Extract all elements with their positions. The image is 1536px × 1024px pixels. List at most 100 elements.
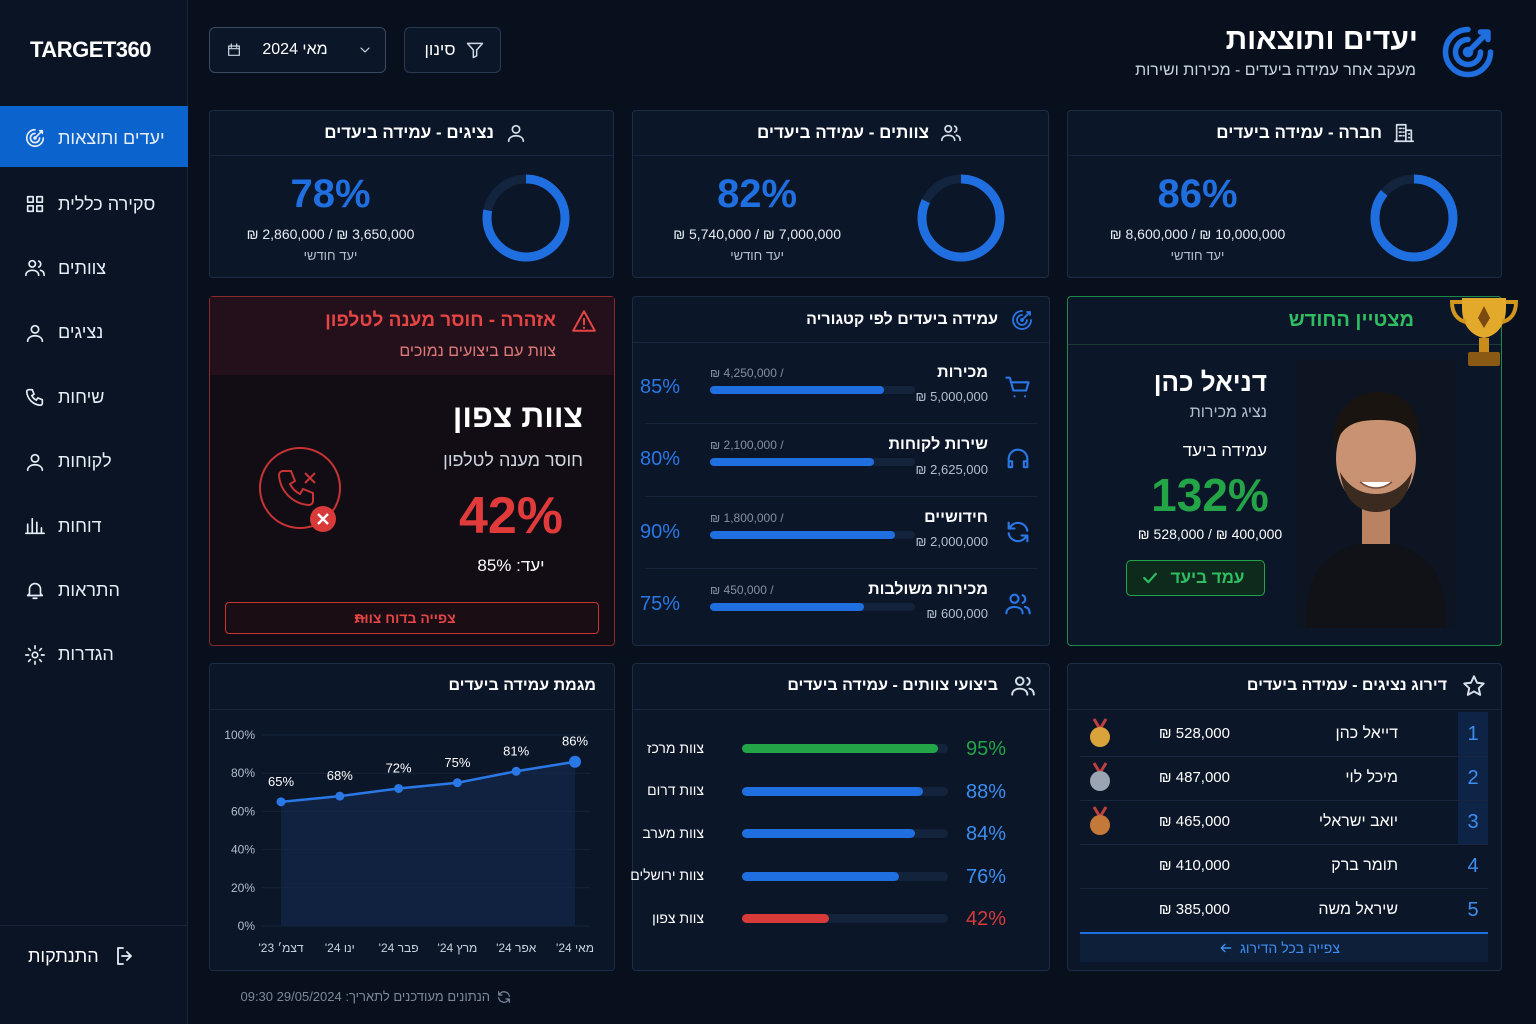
divider <box>1080 756 1488 757</box>
rank-number: 4 <box>1467 855 1479 877</box>
icon-badge-x <box>317 513 329 525</box>
divider <box>1068 709 1501 710</box>
icon <box>1007 521 1029 542</box>
rank-number: 3 <box>1467 811 1479 833</box>
team-name: צוות מרכז <box>646 739 704 756</box>
icon <box>941 124 961 142</box>
employee-photo <box>1296 360 1456 628</box>
nav-item[interactable]: צוותים <box>58 257 107 278</box>
team-percent: 88% <box>966 780 1007 803</box>
alert-header <box>210 297 614 375</box>
icon-shape <box>1442 26 1494 78</box>
date-dropdown[interactable] <box>209 27 386 73</box>
team-name: צוות ירושלים <box>630 867 704 884</box>
star-badge <box>1126 560 1265 596</box>
icon <box>572 310 596 332</box>
rank-highlight <box>1458 712 1488 756</box>
trophy-base <box>1468 352 1500 366</box>
kpi-title: חברה - עמידה ביעדים <box>1216 123 1382 143</box>
x-tick-label: פבר 24' <box>379 941 419 955</box>
donut-arc <box>1370 174 1458 262</box>
icon <box>25 644 45 665</box>
nav-item[interactable]: נציגים <box>58 322 104 343</box>
kpi-percent: 86% <box>1157 172 1238 216</box>
category-title: עמידה ביעדים לפי קטגוריה <box>806 311 998 328</box>
icon <box>25 389 44 407</box>
category-target: ₪ 5,000,000 <box>915 389 988 405</box>
ranking-title: דירוג נציגים - עמידה ביעדים <box>1246 677 1447 694</box>
ranking-button[interactable] <box>1080 932 1488 962</box>
data-label: 75% <box>444 755 470 770</box>
star-percent: 132% <box>1151 468 1269 521</box>
kpi-donut <box>917 174 1005 262</box>
nav-item[interactable]: לקוחות <box>58 451 112 472</box>
nav-item[interactable]: דוחות <box>58 515 102 536</box>
nav-item[interactable]: יעדים ותוצאות <box>58 127 165 148</box>
photo-hair <box>1333 392 1419 450</box>
point <box>511 766 521 776</box>
alert-issue: חוסר מענה לטלפון <box>443 449 583 470</box>
progress-bar <box>710 602 864 611</box>
icon-shape <box>498 991 510 1003</box>
kpi-amounts: ₪ 2,860,000 / ₪ 3,650,000 <box>246 225 415 242</box>
icon-shape <box>25 128 45 148</box>
y-tick-label: 40% <box>231 843 255 857</box>
alert-button[interactable] <box>225 602 599 634</box>
divider <box>633 709 1049 710</box>
nav-item[interactable]: סקירה כללית <box>58 193 156 214</box>
update-note: הנתונים מעודכנים לתאריך: 29/05/2024 09:3… <box>240 989 490 1005</box>
kpi-title: נציגים - עמידה ביעדים <box>324 123 494 143</box>
category-target: ₪ 600,000 <box>926 606 988 622</box>
team-name: צוות צפון <box>652 909 704 926</box>
category-name: מכירות <box>937 364 988 381</box>
divider <box>633 342 1049 343</box>
category-actual: ₪ 450,000 / <box>710 582 774 597</box>
icon-shape <box>572 310 596 332</box>
category-actual: ₪ 1,800,000 / <box>710 510 784 525</box>
icon <box>1463 675 1485 696</box>
team-track <box>742 914 948 924</box>
icon <box>1005 376 1030 398</box>
data-label: 86% <box>562 734 588 749</box>
x-tick-label: דצמ׳ 23' <box>258 941 303 955</box>
x-tick-label: מאי 24' <box>556 941 594 955</box>
category-target: ₪ 2,000,000 <box>915 533 988 549</box>
icon <box>1394 123 1414 143</box>
x-tick-label: ינו 24' <box>325 941 355 955</box>
area <box>281 761 575 926</box>
data-label: 68% <box>327 768 353 783</box>
icon <box>1442 26 1494 78</box>
medal <box>1090 718 1110 747</box>
divider <box>645 495 1037 497</box>
icon <box>1012 310 1032 330</box>
category-percent: 80% <box>640 448 681 471</box>
icon-phone <box>277 470 314 507</box>
icon-shape <box>26 324 44 342</box>
team-bar <box>742 871 899 881</box>
icon <box>1007 448 1029 469</box>
filter-button[interactable] <box>404 27 501 73</box>
rank-name: דייאל כהן <box>1335 725 1398 742</box>
kpi-note: יעד חודשי <box>303 248 358 264</box>
icon-shape <box>228 43 240 56</box>
star-name: דניאל כהן <box>1153 366 1267 397</box>
logout[interactable]: התנתקות <box>28 945 99 966</box>
point <box>452 778 462 788</box>
nav-item[interactable]: שיחות <box>58 386 105 407</box>
icon <box>354 613 366 623</box>
rank-number: 2 <box>1467 767 1479 789</box>
team-bar <box>742 829 916 839</box>
nav-item[interactable]: הגדרות <box>58 644 114 665</box>
icon <box>498 991 510 1003</box>
icon-shape <box>1220 943 1232 953</box>
photo-smile <box>1359 481 1393 489</box>
icon-shape <box>25 260 45 277</box>
kpi-amounts: ₪ 5,740,000 / ₪ 7,000,000 <box>673 225 841 242</box>
nav-item[interactable]: התראות <box>58 579 120 600</box>
kpi-percent: 78% <box>290 172 371 216</box>
team-percent: 84% <box>966 823 1007 846</box>
icon-shape <box>1007 521 1029 542</box>
kpi-note: יעד חודשי <box>1170 248 1225 264</box>
photo-face <box>1336 406 1416 510</box>
